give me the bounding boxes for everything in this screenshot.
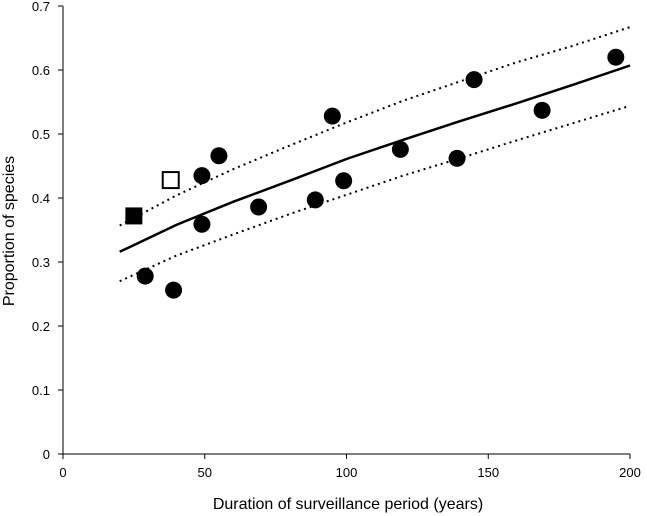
data-point [465, 71, 483, 89]
x-ticks: 0 50 100 150 200 [59, 454, 641, 480]
confidence-bound-line [119, 104, 631, 283]
data-point [165, 281, 183, 299]
x-tick-label: 0 [59, 465, 66, 480]
data-point-open-square [161, 171, 180, 190]
data-point-filled-square [125, 207, 143, 225]
y-tick-label: 0.5 [32, 127, 50, 142]
y-tick-label: 0.7 [32, 0, 50, 14]
y-tick-label: 0.6 [32, 63, 50, 78]
data-point [448, 149, 466, 167]
x-tick-label: 50 [198, 465, 212, 480]
data-point [607, 48, 625, 66]
data-point [210, 147, 228, 165]
y-tick-label: 0.1 [32, 383, 50, 398]
plot-points [125, 48, 625, 299]
data-point [533, 101, 551, 119]
data-point [250, 198, 268, 216]
data-point [323, 107, 341, 125]
x-axis-title: Duration of surveillance period (years) [213, 496, 483, 513]
plot-lines [119, 26, 631, 283]
data-point [136, 267, 154, 285]
y-ticks: 0 0.1 0.2 0.3 0.4 0.5 0.6 0.7 [32, 0, 63, 462]
data-point [193, 215, 211, 233]
y-tick-label: 0 [43, 447, 50, 462]
x-tick-label: 150 [477, 465, 499, 480]
data-point [391, 140, 409, 158]
axes [62, 6, 630, 455]
y-axis-title: Proportion of species [1, 156, 18, 306]
confidence-bound-line [119, 26, 631, 227]
x-tick-label: 200 [619, 465, 641, 480]
y-tick-label: 0.2 [32, 319, 50, 334]
data-point [306, 191, 324, 209]
x-tick-label: 100 [336, 465, 358, 480]
data-point [335, 172, 353, 190]
y-tick-label: 0.3 [32, 255, 50, 270]
fitted-line [119, 64, 631, 253]
y-tick-label: 0.4 [32, 191, 50, 206]
data-point [193, 167, 211, 185]
